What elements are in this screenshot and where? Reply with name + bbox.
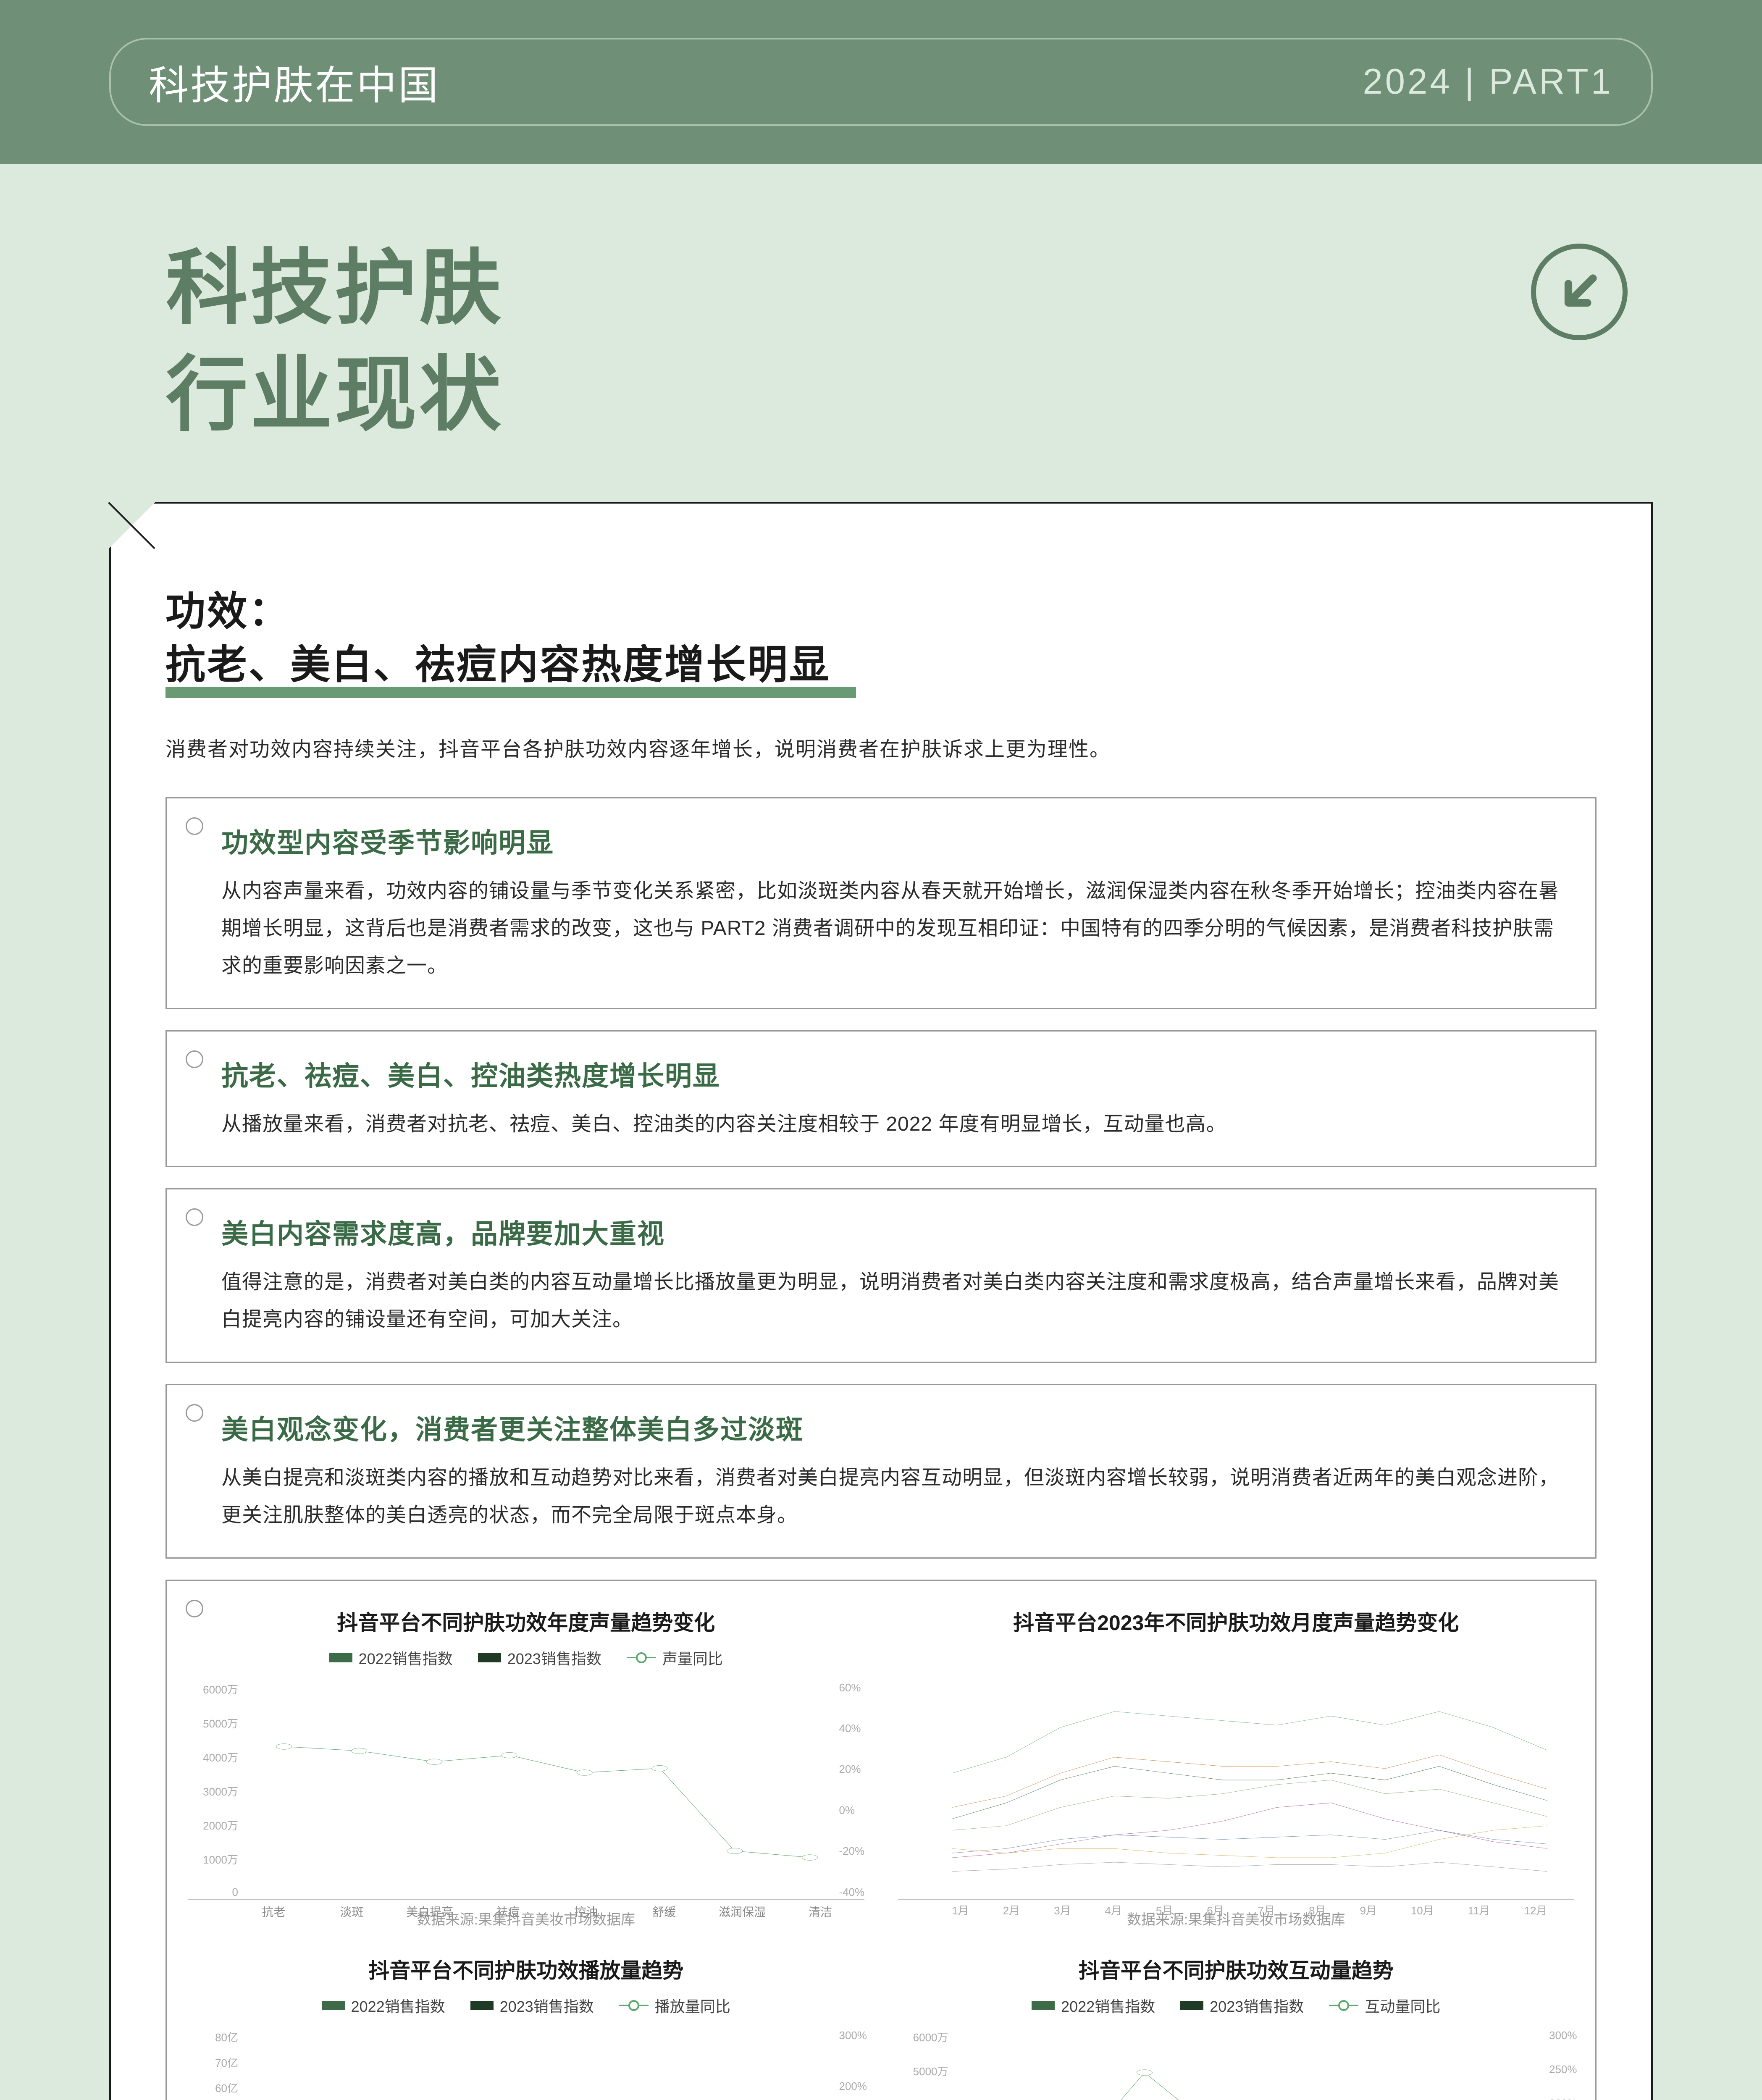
chart-legend: 2022销售指数 2023销售指数 播放量同比 <box>188 1995 864 2016</box>
chart-plot: 6000万5000万4000万3000万2000万1000万060%40%20%… <box>188 1681 864 1900</box>
legend-2022: 2022销售指数 <box>1032 1995 1155 2016</box>
insight-body: 从美白提亮和淡斑类内容的播放和互动趋势对比来看，消费者对美白提亮内容互动明显，但… <box>221 1460 1566 1534</box>
content-panel: 功效： 抗老、美白、祛痘内容热度增长明显 消费者对功效内容持续关注，抖音平台各护… <box>109 502 1653 2100</box>
chart-plot: 1月2月3月4月5月6月7月8月9月10月11月12月 <box>898 1670 1575 1900</box>
chart-title: 抖音平台不同护肤功效播放量趋势 <box>188 1954 864 1984</box>
page-title-line1: 科技护肤 <box>166 235 504 342</box>
insight-title: 美白内容需求度高，品牌要加大重视 <box>221 1213 1566 1251</box>
spacer <box>898 1647 1575 1670</box>
legend-2022: 2022销售指数 <box>322 1995 445 2016</box>
chart-monthly-lines: 抖音平台2023年不同护肤功效月度声量趋势变化 1月2月3月4月5月6月7月8月… <box>898 1606 1575 1929</box>
header-bar: 科技护肤在中国 2024 | PART1 <box>0 0 1762 164</box>
insight-body: 从播放量来看，消费者对抗老、祛痘、美白、控油类的内容关注度相较于 2022 年度… <box>221 1106 1566 1143</box>
chart-plot: 80亿70亿60亿50亿40亿30亿20亿10亿0300%200%100%0%-… <box>188 2029 864 2100</box>
insight-box: 美白内容需求度高，品牌要加大重视 值得注意的是，消费者对美白类的内容互动量增长比… <box>165 1188 1597 1363</box>
legend-line: 声量同比 <box>627 1647 723 1669</box>
insight-body: 值得注意的是，消费者对美白类的内容互动量增长比播放量更为明显，说明消费者对美白类… <box>221 1264 1566 1339</box>
insight-body: 从内容声量来看，功效内容的铺设量与季节变化关系紧密，比如淡斑类内容从春天就开始增… <box>221 873 1566 984</box>
chart-legend: 2022销售指数 2023销售指数 声量同比 <box>188 1647 864 1669</box>
legend-2022: 2022销售指数 <box>329 1647 453 1669</box>
chart-plot: 6000万5000万4000万3000万2000万1000万0300%250%2… <box>898 2029 1575 2100</box>
legend-2023: 2023销售指数 <box>1180 1995 1304 2016</box>
legend-2023: 2023销售指数 <box>470 1995 594 2016</box>
legend-line: 互动量同比 <box>1329 1995 1440 2016</box>
insight-box: 功效型内容受季节影响明显 从内容声量来看，功效内容的铺设量与季节变化关系紧密，比… <box>165 797 1597 1009</box>
chart-title: 抖音平台不同护肤功效互动量趋势 <box>898 1954 1575 1984</box>
insight-box: 抗老、祛痘、美白、控油类热度增长明显 从播放量来看，消费者对抗老、祛痘、美白、控… <box>165 1030 1597 1168</box>
insight-title: 抗老、祛痘、美白、控油类热度增长明显 <box>221 1055 1566 1093</box>
chart-title: 抖音平台不同护肤功效年度声量趋势变化 <box>188 1606 864 1636</box>
header-pill: 科技护肤在中国 2024 | PART1 <box>109 38 1653 126</box>
legend-line: 播放量同比 <box>619 1995 730 2016</box>
header-title: 科技护肤在中国 <box>149 53 440 111</box>
insight-title: 美白观念变化，消费者更关注整体美白多过淡斑 <box>221 1408 1566 1447</box>
chart-title: 抖音平台2023年不同护肤功效月度声量趋势变化 <box>898 1606 1575 1636</box>
charts-panel: 抖音平台不同护肤功效年度声量趋势变化 2022销售指数 2023销售指数 声量同… <box>165 1580 1597 2100</box>
insight-box: 美白观念变化，消费者更关注整体美白多过淡斑 从美白提亮和淡斑类内容的播放和互动趋… <box>165 1384 1597 1559</box>
chart-play-volume: 抖音平台不同护肤功效播放量趋势 2022销售指数 2023销售指数 播放量同比 … <box>188 1954 864 2100</box>
page-title-block: 科技护肤 行业现状 <box>166 235 504 448</box>
chart-interaction-volume: 抖音平台不同护肤功效互动量趋势 2022销售指数 2023销售指数 互动量同比 … <box>898 1954 1575 2100</box>
header-meta: 2024 | PART1 <box>1363 61 1613 102</box>
chart-annual-volume: 抖音平台不同护肤功效年度声量趋势变化 2022销售指数 2023销售指数 声量同… <box>188 1606 864 1929</box>
arrow-down-left-icon <box>1531 244 1628 340</box>
section-heading-2: 抗老、美白、祛痘内容热度增长明显 <box>165 643 856 698</box>
chart-legend: 2022销售指数 2023销售指数 互动量同比 <box>898 1995 1575 2016</box>
corner-cut-tl <box>109 502 155 548</box>
insight-title: 功效型内容受季节影响明显 <box>221 822 1566 860</box>
section-intro: 消费者对功效内容持续关注，抖音平台各护肤功效内容逐年增长，说明消费者在护肤诉求上… <box>165 734 1597 766</box>
page-title-line2: 行业现状 <box>166 342 504 449</box>
legend-2023: 2023销售指数 <box>478 1647 601 1669</box>
section-heading-1: 功效： <box>165 579 1597 637</box>
